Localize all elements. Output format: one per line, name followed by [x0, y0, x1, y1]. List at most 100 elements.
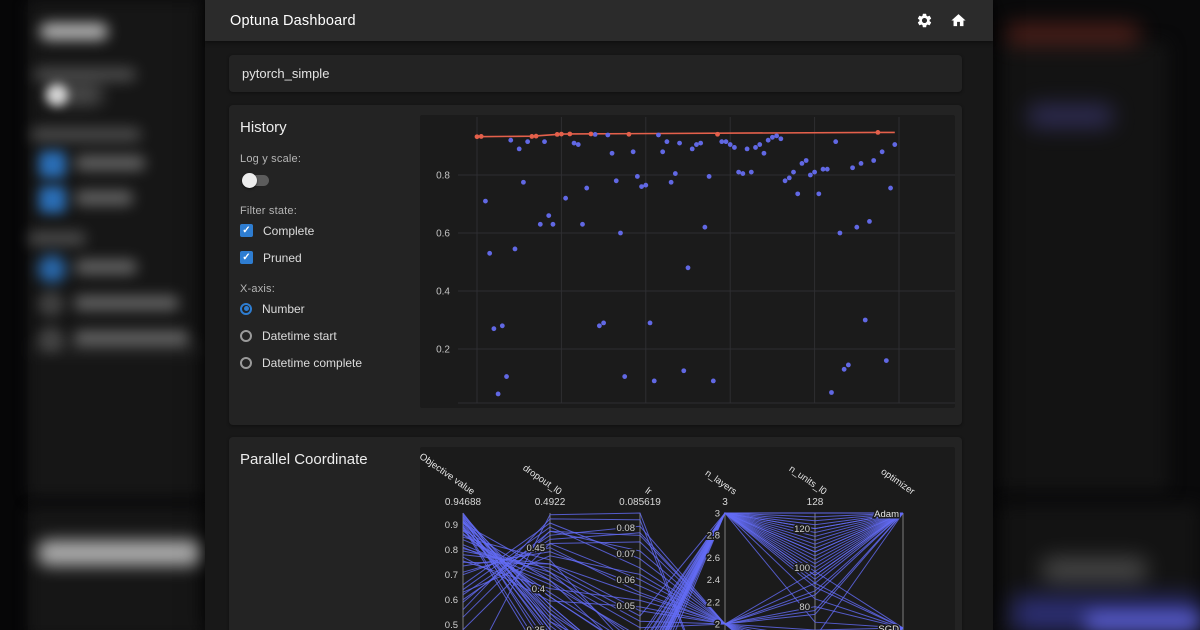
svg-text:0.45: 0.45: [527, 543, 546, 554]
app-bar: Optuna Dashboard: [205, 0, 993, 41]
radio-datetime-start[interactable]: Datetime start: [240, 322, 415, 349]
blur-toggle-thumb: [46, 84, 68, 106]
svg-text:0.9: 0.9: [445, 520, 458, 531]
svg-text:0.05: 0.05: [617, 601, 636, 612]
svg-text:n_units_l0: n_units_l0: [787, 464, 829, 498]
home-icon[interactable]: [948, 11, 968, 31]
svg-text:3: 3: [722, 497, 728, 508]
svg-text:0.06: 0.06: [617, 575, 636, 586]
svg-text:2.6: 2.6: [707, 553, 720, 564]
checkbox-pruned[interactable]: ✓ Pruned: [240, 244, 415, 271]
blur-logy-label: [34, 68, 136, 81]
history-plot[interactable]: 0.2 0.4 0.6 0.8: [420, 115, 955, 408]
blur-history-title: [40, 23, 108, 40]
svg-text:0.5: 0.5: [445, 620, 458, 630]
study-card[interactable]: pytorch_simple: [229, 55, 962, 92]
blur-card-left-bottom: [28, 508, 205, 630]
history-controls: Log y scale: Filter state: ✓ Complete ✓ Pru…: [240, 153, 415, 388]
svg-text:Adam: Adam: [874, 509, 899, 520]
svg-text:2: 2: [715, 620, 720, 630]
radio-label: Number: [262, 301, 305, 316]
log-y-scale-toggle[interactable]: [242, 171, 270, 191]
blur-checkbox-2: [39, 186, 66, 213]
svg-text:Objective value: Objective value: [420, 451, 477, 497]
content: pytorch_simple History Log y scale: Filt…: [205, 41, 993, 630]
study-name: pytorch_simple: [242, 66, 330, 81]
app-title: Optuna Dashboard: [230, 12, 356, 29]
svg-text:dropout_l0: dropout_l0: [520, 463, 563, 498]
svg-text:SGD: SGD: [878, 624, 899, 630]
filter-state-group: ✓ Complete ✓ Pruned: [240, 217, 415, 271]
blur-checkbox-2-label: [75, 191, 133, 205]
x-axis-group: Number Datetime start Datetime complete: [240, 295, 415, 376]
svg-text:n_layers: n_layers: [703, 468, 739, 498]
blur-card-left-top: [28, 0, 205, 497]
radio-label: Datetime complete: [262, 355, 363, 370]
svg-text:0.4922: 0.4922: [535, 497, 566, 508]
radio-icon: [240, 329, 252, 342]
svg-text:2.8: 2.8: [707, 531, 720, 542]
svg-text:0.35: 0.35: [527, 625, 546, 630]
svg-text:0.8: 0.8: [436, 171, 450, 182]
history-title: History: [240, 119, 287, 136]
log-y-scale-label: Log y scale:: [240, 153, 302, 165]
svg-text:0.8: 0.8: [445, 545, 458, 556]
blur-parallel-title: [38, 540, 203, 566]
svg-text:2.2: 2.2: [707, 597, 720, 608]
blur-streak: [30, 344, 205, 353]
radio-number[interactable]: Number: [240, 295, 415, 322]
svg-text:0.085619: 0.085619: [619, 497, 661, 508]
blur-radio-3-label: [74, 331, 189, 345]
blur-blue-glow-bright: [1085, 613, 1200, 630]
checkbox-icon: ✓: [240, 224, 253, 237]
blur-gray-smudge: [1042, 558, 1147, 582]
blur-checkbox-1: [39, 151, 66, 178]
blur-checkbox-1-label: [75, 156, 145, 170]
blur-purple-smudge: [1028, 105, 1113, 127]
svg-text:120: 120: [794, 524, 810, 535]
checkbox-icon: ✓: [240, 251, 253, 264]
svg-text:optimizer: optimizer: [879, 466, 917, 497]
svg-text:0.2: 0.2: [436, 345, 450, 356]
svg-text:128: 128: [807, 497, 824, 508]
history-card: History Log y scale: Filter state: ✓ Comp…: [229, 105, 962, 425]
svg-text:0.7: 0.7: [445, 570, 458, 581]
svg-text:0.07: 0.07: [617, 549, 636, 560]
blur-radio-3: [38, 326, 64, 352]
checkbox-complete[interactable]: ✓ Complete: [240, 217, 415, 244]
toggle-thumb: [242, 173, 257, 188]
radio-icon: [240, 356, 252, 369]
svg-text:0.94688: 0.94688: [445, 497, 482, 508]
svg-text:0.4: 0.4: [532, 584, 545, 595]
parallel-coordinate-plot[interactable]: Objective value 0.94688 0.9 0.8 0.7 0.6 0.5 dro…: [420, 447, 955, 630]
blur-radio-1: [38, 255, 66, 283]
blur-xaxis-label: [28, 232, 86, 245]
svg-text:0.6: 0.6: [436, 229, 450, 240]
svg-text:0.4: 0.4: [436, 287, 450, 298]
svg-text:lr: lr: [643, 485, 654, 497]
svg-text:100: 100: [794, 563, 810, 574]
x-axis-label: X-axis:: [240, 283, 276, 295]
filter-state-label: Filter state:: [240, 205, 298, 217]
svg-text:0.6: 0.6: [445, 595, 458, 606]
blur-edge-left: [0, 0, 28, 630]
svg-text:80: 80: [799, 602, 810, 613]
checkbox-label: Pruned: [263, 250, 302, 265]
svg-text:2.4: 2.4: [707, 575, 720, 586]
blur-filter-label: [31, 128, 141, 141]
svg-text:3: 3: [715, 509, 720, 520]
radio-datetime-complete[interactable]: Datetime complete: [240, 349, 415, 376]
blur-radio-2-label: [74, 296, 179, 310]
radio-label: Datetime start: [262, 328, 337, 343]
parallel-coordinate-card: Parallel Coordinate Objective value 0.946…: [229, 437, 962, 630]
parallel-coordinate-title: Parallel Coordinate: [240, 451, 368, 468]
app-bar-actions: [914, 11, 968, 31]
svg-text:0.08: 0.08: [617, 523, 636, 534]
blur-radio-2: [38, 291, 64, 317]
settings-icon[interactable]: [914, 11, 934, 31]
radio-icon: [240, 302, 252, 315]
checkbox-label: Complete: [263, 223, 315, 238]
blur-radio-1-label: [75, 260, 137, 274]
blur-red-smudge: [1005, 25, 1140, 43]
